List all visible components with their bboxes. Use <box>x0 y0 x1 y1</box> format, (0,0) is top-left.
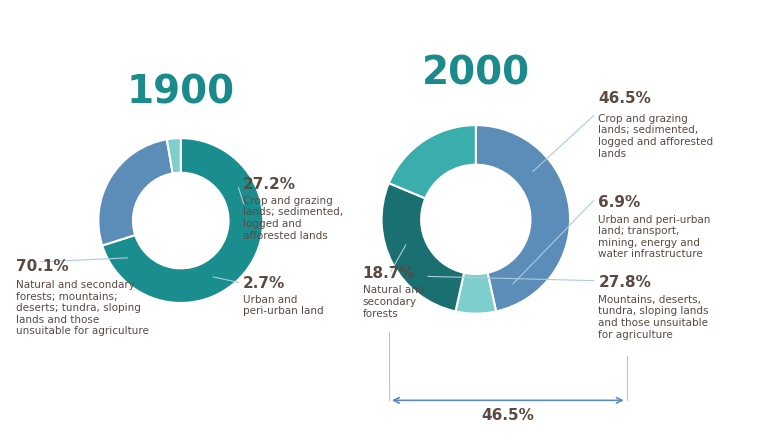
Wedge shape <box>476 125 570 312</box>
Text: Natural and
secondary
forests: Natural and secondary forests <box>362 286 424 319</box>
Wedge shape <box>455 273 496 314</box>
Text: Crop and grazing
lands; sedimented,
logged and afforested
lands: Crop and grazing lands; sedimented, logg… <box>598 114 713 158</box>
Text: 18.7%: 18.7% <box>362 266 415 281</box>
Text: 6.9%: 6.9% <box>598 195 641 210</box>
Text: 2000: 2000 <box>422 54 530 92</box>
Wedge shape <box>98 139 173 246</box>
Text: 27.2%: 27.2% <box>243 177 296 192</box>
Text: Urban and peri-urban
land; transport,
mining, energy and
water infrastructure: Urban and peri-urban land; transport, mi… <box>598 215 710 260</box>
Text: 46.5%: 46.5% <box>482 408 535 423</box>
Text: Mountains, deserts,
tundra, sloping lands
and those unsuitable
for agriculture: Mountains, deserts, tundra, sloping land… <box>598 295 709 340</box>
Text: 46.5%: 46.5% <box>598 91 651 106</box>
Wedge shape <box>167 138 180 173</box>
Text: 1900: 1900 <box>127 74 235 112</box>
Text: 27.8%: 27.8% <box>598 275 651 290</box>
Wedge shape <box>382 183 464 312</box>
Text: Urban and
peri-urban land: Urban and peri-urban land <box>243 295 323 316</box>
Text: 70.1%: 70.1% <box>16 259 68 274</box>
Text: 2.7%: 2.7% <box>243 275 285 290</box>
Text: Crop and grazing
lands; sedimented,
logged and
afforested lands: Crop and grazing lands; sedimented, logg… <box>243 196 343 241</box>
Wedge shape <box>389 125 476 198</box>
Text: Natural and secondary
forests; mountains;
deserts; tundra, sloping
lands and tho: Natural and secondary forests; mountains… <box>16 280 149 336</box>
Wedge shape <box>102 138 263 303</box>
